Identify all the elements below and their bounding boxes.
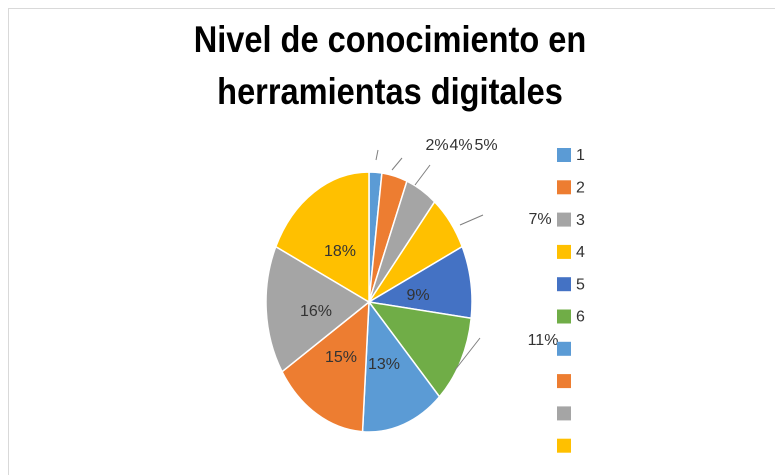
leader-line bbox=[414, 164, 431, 186]
pie-slice bbox=[281, 300, 370, 433]
data-label: 7% bbox=[528, 211, 551, 228]
data-label: 5% bbox=[474, 137, 497, 154]
pie-slice bbox=[274, 171, 370, 304]
legend-swatch bbox=[557, 341, 571, 356]
leader-line bbox=[375, 149, 379, 161]
leader-line bbox=[391, 157, 403, 171]
legend-label: 1 bbox=[576, 147, 585, 164]
legend-swatch bbox=[557, 374, 571, 389]
leader-line bbox=[459, 214, 484, 226]
legend-label: 6 bbox=[576, 309, 585, 326]
chart-title: Nivel de conocimiento en herramientas di… bbox=[193, 19, 587, 112]
data-label: 18% bbox=[324, 243, 356, 260]
data-label: 11% bbox=[528, 332, 559, 349]
legend-label: 2 bbox=[576, 180, 585, 197]
legend-swatch bbox=[557, 180, 571, 195]
data-label: 2% bbox=[425, 137, 448, 154]
legend-label: 4 bbox=[576, 244, 585, 261]
pie-slice bbox=[367, 300, 473, 398]
data-label: 4% bbox=[449, 137, 472, 154]
chart-frame bbox=[8, 8, 775, 475]
data-label: 13% bbox=[368, 356, 400, 373]
legend-swatch bbox=[557, 309, 571, 324]
data-label: 16% bbox=[300, 303, 332, 320]
legend-swatch bbox=[557, 406, 571, 421]
legend-swatch bbox=[557, 244, 571, 259]
legend-swatch bbox=[557, 277, 571, 292]
data-label: 15% bbox=[325, 349, 357, 366]
data-label: 9% bbox=[406, 287, 429, 304]
pie-slice bbox=[265, 245, 371, 373]
legend-swatch bbox=[557, 438, 571, 453]
legend-label: 5 bbox=[576, 276, 585, 293]
pie-slice bbox=[361, 299, 441, 433]
leader-line bbox=[454, 337, 481, 371]
legend-swatch bbox=[557, 148, 571, 162]
legend-label: 3 bbox=[576, 212, 585, 229]
legend-swatch bbox=[557, 212, 571, 227]
